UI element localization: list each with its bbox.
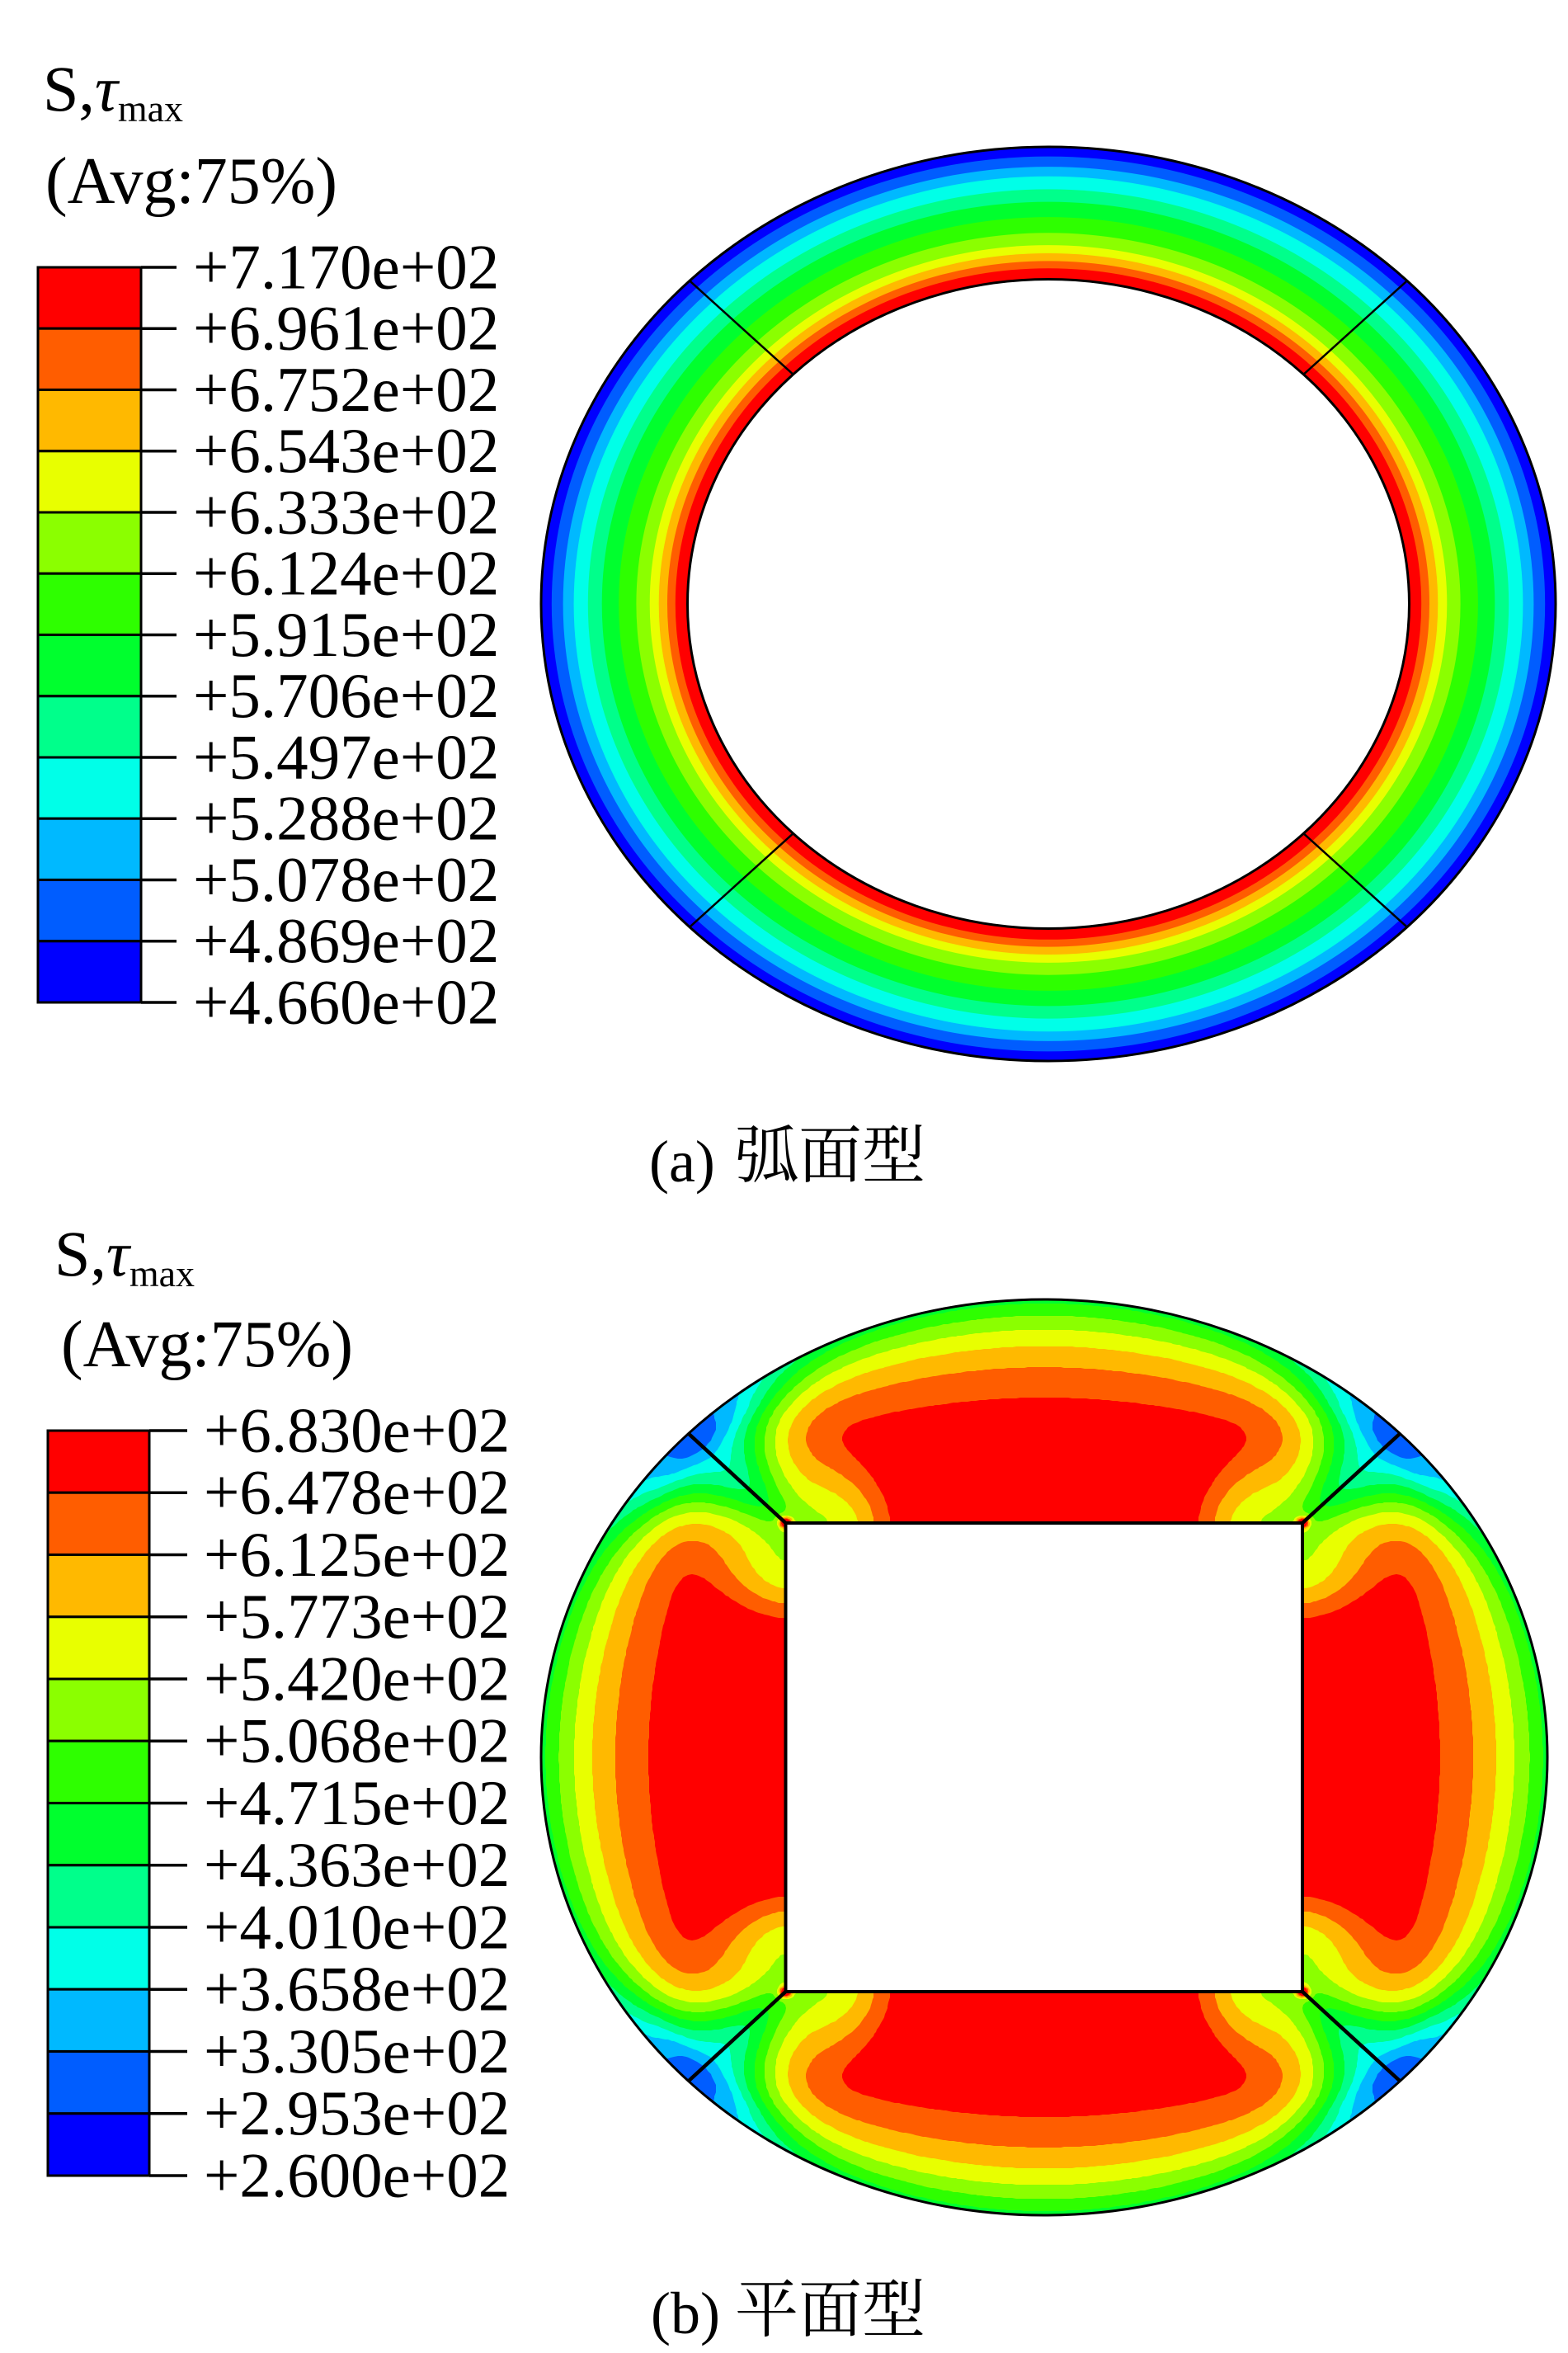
svg-text:(a): (a)	[649, 1129, 715, 1195]
svg-text:+6.478e+02: +6.478e+02	[204, 1457, 510, 1528]
svg-text:+5.915e+02: +5.915e+02	[193, 599, 499, 670]
svg-text:+4.660e+02: +4.660e+02	[193, 966, 499, 1037]
svg-text:+6.125e+02: +6.125e+02	[204, 1519, 510, 1590]
svg-text:+2.600e+02: +2.600e+02	[204, 2139, 510, 2210]
svg-text:+6.830e+02: +6.830e+02	[204, 1394, 510, 1465]
svg-text:+5.497e+02: +5.497e+02	[193, 721, 499, 792]
svg-text:+6.752e+02: +6.752e+02	[193, 354, 499, 425]
svg-text:+6.333e+02: +6.333e+02	[193, 476, 499, 547]
svg-text:+3.658e+02: +3.658e+02	[204, 1954, 510, 2025]
svg-text:+4.363e+02: +4.363e+02	[204, 1829, 510, 1900]
svg-text:(Avg:75%): (Avg:75%)	[61, 1309, 353, 1381]
svg-text:+3.305e+02: +3.305e+02	[204, 2016, 510, 2087]
svg-text:+5.420e+02: +5.420e+02	[204, 1643, 510, 1714]
svg-text:+2.953e+02: +2.953e+02	[204, 2077, 510, 2148]
svg-text:+6.961e+02: +6.961e+02	[193, 293, 499, 364]
svg-text:+4.869e+02: +4.869e+02	[193, 905, 499, 976]
svg-text:+5.773e+02: +5.773e+02	[204, 1581, 510, 1652]
svg-text:+5.078e+02: +5.078e+02	[193, 844, 499, 915]
svg-text:(Avg:75%): (Avg:75%)	[45, 145, 337, 218]
svg-text:+6.124e+02: +6.124e+02	[193, 538, 499, 609]
svg-text:+7.170e+02: +7.170e+02	[193, 231, 499, 302]
svg-text:+5.068e+02: +5.068e+02	[204, 1705, 510, 1776]
svg-text:+5.288e+02: +5.288e+02	[193, 783, 499, 854]
svg-text:+6.543e+02: +6.543e+02	[193, 415, 499, 486]
svg-text:+5.706e+02: +5.706e+02	[193, 660, 499, 731]
svg-text:+4.010e+02: +4.010e+02	[204, 1891, 510, 1962]
svg-text:(b): (b)	[651, 2280, 720, 2346]
svg-text:+4.715e+02: +4.715e+02	[204, 1767, 510, 1838]
